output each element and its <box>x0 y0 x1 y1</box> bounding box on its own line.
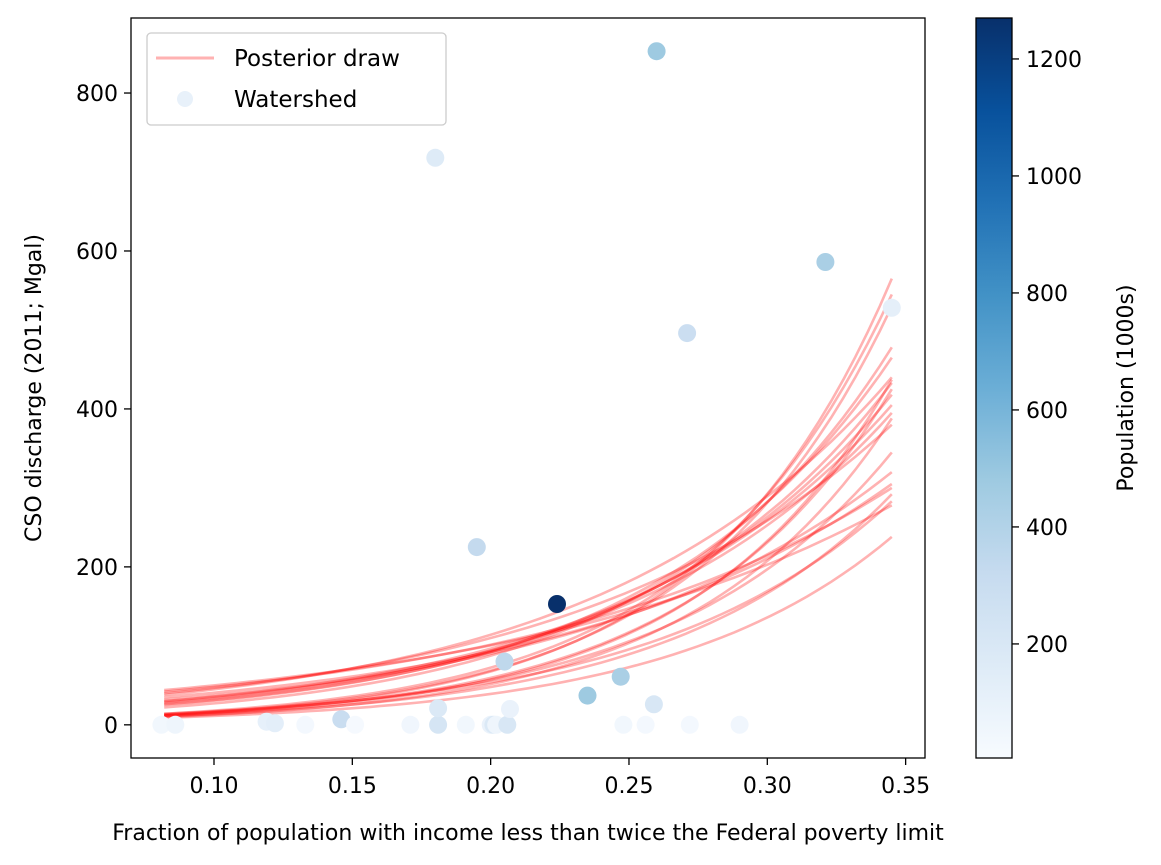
watershed-points <box>152 42 901 734</box>
posterior-draw-line <box>164 482 893 699</box>
colorbar-tick-label: 800 <box>1026 282 1068 307</box>
scatter-point <box>730 715 749 734</box>
posterior-draw-line <box>164 393 893 704</box>
colorbar-tick-label: 600 <box>1026 399 1068 424</box>
posterior-draw-line <box>164 417 893 719</box>
legend-box <box>146 32 447 126</box>
posterior-draw-line <box>164 293 893 716</box>
x-tick-label: 0.10 <box>190 774 239 799</box>
posterior-draw-line <box>164 404 893 703</box>
scatter-point <box>429 715 448 734</box>
colorbar-tick-label: 1000 <box>1026 165 1082 190</box>
colorbar-tick-label: 1200 <box>1026 48 1082 73</box>
legend-label-watershed: Watershed <box>234 87 357 113</box>
scatter-point <box>548 595 566 613</box>
scatter-point <box>614 715 633 734</box>
scatter-point <box>644 695 663 714</box>
y-axis-label: CSO discharge (2011; Mgal) <box>22 234 47 542</box>
x-tick-label: 0.20 <box>466 774 515 799</box>
plot-background <box>131 18 925 758</box>
posterior-draw-line <box>164 346 893 709</box>
scatter-point <box>456 715 475 734</box>
colorbar-tick-label: 200 <box>1026 633 1068 658</box>
x-tick-label: 0.15 <box>328 774 377 799</box>
scatter-point <box>152 715 171 734</box>
posterior-draw-line <box>164 305 893 716</box>
scatter-point <box>429 699 448 718</box>
scatter-point <box>647 42 666 61</box>
scatter-point <box>346 715 365 734</box>
scatter-point <box>401 715 420 734</box>
posterior-draw-line <box>164 376 893 697</box>
x-tick-label: 0.30 <box>743 774 792 799</box>
posterior-draw-line <box>164 451 893 716</box>
posterior-draw-line <box>164 412 893 704</box>
plot-frame <box>130 17 926 759</box>
scatter-point <box>578 686 597 705</box>
scatter-point <box>498 715 517 734</box>
scatter-point <box>426 148 445 167</box>
y-tick-label: 200 <box>76 556 118 581</box>
legend-marker-swatch <box>177 91 193 107</box>
scatter-point <box>816 253 835 271</box>
colorbar-tick-label: 400 <box>1026 516 1068 541</box>
posterior-draw-line <box>164 278 893 717</box>
scatter-point <box>678 324 697 343</box>
posterior-draw-line <box>164 379 893 718</box>
legend-label-posterior: Posterior draw <box>234 46 400 72</box>
legend: Posterior draw Watershed <box>146 32 447 126</box>
scatter-point <box>495 652 514 671</box>
colorbar: 200 400 600 800 1000 1200 Population (1000s) <box>975 17 1139 759</box>
posterior-draw-line <box>164 356 893 707</box>
scatter-point <box>680 715 699 734</box>
posterior-draws <box>164 278 893 719</box>
colorbar-ticks: 200 400 600 800 1000 1200 <box>1012 48 1082 658</box>
scatter-point <box>882 298 901 317</box>
posterior-draw-line <box>164 382 893 706</box>
posterior-draw-line <box>164 493 893 718</box>
posterior-draw-line <box>164 504 893 692</box>
scatter-point <box>332 710 351 729</box>
scatter-point <box>611 667 630 686</box>
y-tick-label: 0 <box>104 714 118 739</box>
colorbar-gradient <box>975 17 1013 759</box>
y-tick-label: 800 <box>76 82 118 107</box>
x-axis-ticks: 0.10 0.15 0.20 0.25 0.30 0.35 <box>190 758 930 799</box>
posterior-draw-line <box>164 535 893 719</box>
y-tick-label: 600 <box>76 240 118 265</box>
x-tick-label: 0.25 <box>604 774 653 799</box>
colorbar-label: Population (1000s) <box>1114 284 1139 491</box>
scatter-point <box>265 714 284 733</box>
posterior-draw-line <box>164 423 893 695</box>
scatter-point <box>501 700 519 718</box>
x-axis-label: Fraction of population with income less … <box>112 821 944 846</box>
y-tick-label: 400 <box>76 398 118 423</box>
posterior-draw-line <box>164 388 893 717</box>
y-axis-ticks: 0 200 400 600 800 <box>76 82 131 739</box>
x-tick-label: 0.35 <box>881 774 930 799</box>
scatter-point <box>467 538 486 557</box>
posterior-draw-line <box>164 486 893 693</box>
scatter-point <box>166 715 185 734</box>
scatter-point <box>296 715 315 734</box>
scatter-point <box>636 715 655 734</box>
posterior-draw-line <box>164 500 893 716</box>
posterior-draw-line <box>164 471 893 701</box>
